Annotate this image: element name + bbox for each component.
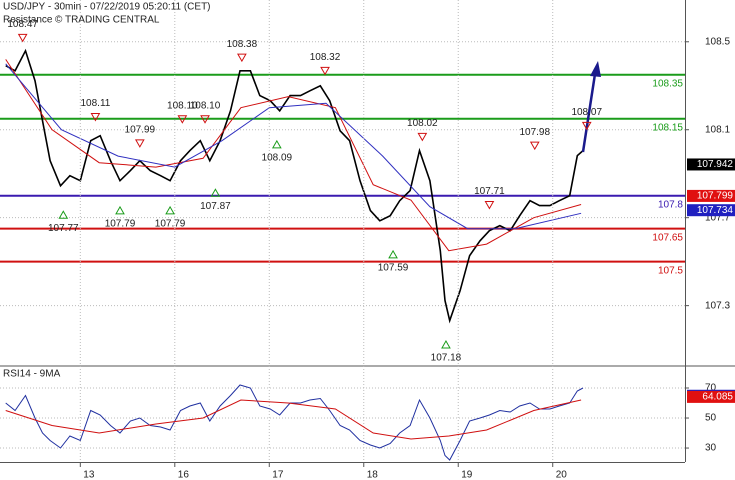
- high-marker: [90, 113, 101, 122]
- high-label: 108.47: [7, 19, 38, 30]
- subtitle: Resistance: [3, 15, 53, 26]
- y-tick-label: 108.5: [705, 36, 730, 47]
- x-tick-label: 20: [556, 470, 568, 480]
- high-label: 108.10: [167, 100, 198, 111]
- low-marker: [165, 205, 175, 215]
- low-label: 107.79: [155, 219, 186, 230]
- price-box: [687, 158, 735, 171]
- low-marker: [58, 210, 69, 219]
- level-label: 107.5: [658, 265, 683, 276]
- high-marker: [484, 200, 495, 210]
- x-tick-label: 13: [83, 470, 95, 480]
- arrow-shaft: [581, 73, 597, 153]
- x-tick-label: 17: [272, 470, 284, 480]
- low-label: 107.87: [200, 201, 231, 212]
- high-marker: [134, 139, 145, 148]
- high-label: 107.71: [474, 186, 505, 197]
- low-label: 107.18: [431, 353, 462, 364]
- y-tick-label: 107.7: [705, 212, 730, 223]
- level-label: 108.35: [652, 78, 683, 89]
- high-marker: [581, 121, 592, 131]
- x-tick-label: 18: [367, 470, 379, 480]
- chart-title: USD/JPY - 30min - 07/22/2019 05:20:11 (C…: [3, 2, 211, 13]
- high-marker: [200, 115, 210, 124]
- series-line: [5, 399, 582, 440]
- low-label: 107.59: [378, 263, 409, 274]
- low-marker: [388, 249, 398, 259]
- high-label: 108.07: [571, 107, 602, 118]
- price-box-label: 107.942: [697, 159, 734, 170]
- low-label: 107.79: [105, 219, 136, 230]
- high-marker: [529, 141, 540, 151]
- high-marker: [17, 33, 28, 43]
- high-label: 108.10: [190, 100, 221, 111]
- price-box: [687, 189, 735, 202]
- high-label: 108.32: [310, 52, 341, 63]
- high-label: 107.98: [519, 127, 550, 138]
- y-tick-label: 108.1: [705, 124, 730, 135]
- level-label: 108.15: [652, 122, 683, 133]
- low-label: 108.09: [262, 153, 293, 164]
- price-box-label: 64.085: [702, 392, 733, 403]
- y-tick-label: 50: [705, 413, 717, 424]
- level-label: 107.65: [652, 232, 683, 243]
- copyright: © TRADING CENTRAL: [55, 15, 160, 26]
- y-tick-label: 107.3: [705, 300, 730, 311]
- high-marker: [237, 53, 247, 63]
- series-line: [5, 59, 582, 252]
- high-label: 108.38: [227, 39, 258, 50]
- high-label: 108.11: [81, 98, 111, 109]
- high-label: 107.99: [125, 125, 156, 136]
- high-marker: [320, 66, 330, 76]
- x-tick-label: 19: [461, 470, 473, 480]
- level-label: 107.8: [658, 199, 683, 210]
- arrow-head: [590, 61, 601, 77]
- price-box: [687, 390, 735, 403]
- price-box: [687, 204, 735, 217]
- low-label: 107.77: [48, 223, 79, 234]
- high-label: 108.02: [407, 118, 438, 129]
- x-tick-label: 16: [178, 470, 190, 480]
- price-box-label: 107.734: [697, 205, 734, 216]
- high-marker: [417, 132, 428, 142]
- series-line: [5, 48, 584, 324]
- low-marker: [115, 205, 125, 215]
- price-box-label: 107.799: [697, 191, 734, 202]
- forecast-arrow: [581, 61, 601, 153]
- y-tick-label: 30: [705, 443, 717, 454]
- series-line: [5, 384, 584, 461]
- panel-title: RSI14 - 9MA: [3, 369, 61, 380]
- low-marker: [441, 340, 451, 349]
- low-marker: [271, 139, 282, 149]
- low-marker: [210, 188, 221, 197]
- y-tick-label: 70: [705, 383, 717, 394]
- high-marker: [177, 115, 188, 124]
- series-line: [5, 63, 582, 230]
